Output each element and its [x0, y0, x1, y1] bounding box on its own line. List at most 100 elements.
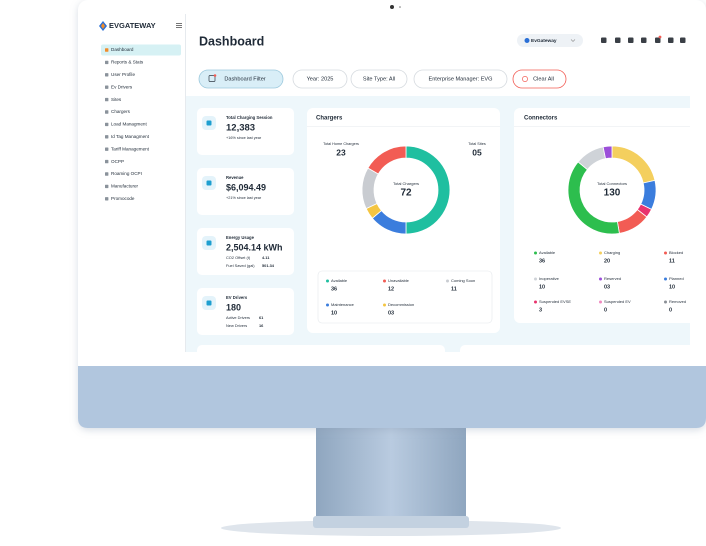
stat-icon [206, 300, 212, 306]
toolbar-icon[interactable] [615, 37, 621, 44]
legend-dot [446, 279, 449, 283]
lower-card [197, 345, 445, 352]
stat-label: Energy Usage [226, 235, 255, 240]
legend-dot [534, 300, 537, 304]
nav-icon [105, 122, 109, 127]
nav-icon [105, 172, 109, 176]
nav-item[interactable]: Promocode [111, 196, 135, 201]
filter-label[interactable]: Enterprise Manager: EVG [428, 76, 492, 82]
stat-label: Revenue [226, 175, 244, 180]
stat-card [197, 108, 294, 155]
legend-label: Available [539, 250, 556, 255]
stand-base [313, 516, 469, 528]
nav-item[interactable]: Sites [111, 97, 122, 102]
lower-card [460, 345, 690, 352]
donut-segment [602, 145, 613, 160]
account-icon [524, 38, 530, 43]
nav-item[interactable]: Dashboard [111, 47, 134, 52]
nav-item[interactable]: Load Managment [111, 122, 147, 127]
toolbar-icon[interactable] [668, 37, 674, 44]
legend-dot [664, 251, 667, 255]
menu-icon[interactable] [176, 23, 182, 24]
stand-neck [316, 426, 466, 518]
legend-dot [664, 277, 667, 281]
nav-item[interactable]: Tariff Management [111, 146, 150, 151]
legend-value: 20 [604, 258, 610, 264]
stat-icon [206, 240, 212, 246]
nav-item[interactable]: User Profile [111, 72, 135, 77]
chin [78, 366, 706, 428]
sites-label: Total Sites [468, 142, 486, 146]
legend-box [317, 270, 493, 324]
logo-text: EVGATEWAY [109, 21, 156, 30]
logo-icon [101, 23, 105, 29]
menu-icon[interactable] [176, 27, 182, 28]
filter-pill[interactable] [413, 69, 508, 89]
legend-label: Inoperative [539, 276, 560, 281]
filter-pill[interactable] [350, 69, 408, 89]
legend-label: Suspended EVSE [539, 299, 571, 304]
toolbar-icon[interactable] [628, 37, 634, 44]
stat-card [197, 228, 294, 275]
filter-label[interactable]: Dashboard Filter [224, 76, 265, 82]
legend-label: Suspended EV [604, 299, 631, 304]
stat-card [197, 288, 294, 335]
legend-label: Planned [669, 276, 684, 281]
filter-label[interactable]: Site Type: All [363, 76, 395, 82]
sidebar-border [185, 14, 186, 352]
legend-value: 0 [604, 307, 607, 313]
legend-label: Available [331, 278, 348, 283]
filter-icon [208, 75, 216, 82]
filter-pill[interactable] [198, 69, 284, 89]
nav-item[interactable]: OCPP [111, 159, 124, 164]
legend-dot [599, 300, 602, 304]
toolbar-icon[interactable] [641, 37, 647, 44]
filter-pill[interactable] [292, 69, 348, 89]
toolbar-icon[interactable] [655, 37, 661, 44]
filter-pill[interactable] [512, 69, 567, 89]
legend-value: 11 [669, 258, 675, 264]
toolbar-icon[interactable] [601, 37, 607, 44]
nav-icon [105, 110, 109, 114]
divider [307, 126, 500, 127]
connectors-card [514, 108, 690, 323]
nav-icon [105, 159, 109, 164]
stat-note: +21% since last year [226, 196, 262, 200]
legend-value: 10 [669, 284, 675, 290]
donut-center-value: 72 [400, 188, 412, 199]
donut-segment [367, 145, 407, 175]
toolbar-icon[interactable] [680, 37, 686, 44]
nav-item[interactable]: Reports & Stats [111, 60, 144, 65]
nav-item[interactable]: Manufacturer [111, 184, 139, 189]
filter-label[interactable]: Clear All [533, 76, 554, 82]
account-pill[interactable] [517, 34, 583, 47]
stat-label: Total Charging Session [226, 115, 273, 120]
nav-icon [105, 73, 109, 77]
camera [390, 5, 394, 9]
nav-item[interactable]: Chargers [111, 109, 131, 114]
nav-icon [105, 97, 109, 102]
nav-item[interactable]: Roaming OCPI [111, 171, 142, 176]
nav-icon [105, 60, 109, 65]
stat-value: $6,094.49 [226, 182, 266, 192]
legend-label: Maintenance [331, 302, 355, 307]
stat-detail-label: CO2 Offset (t) [226, 255, 251, 260]
legend-label: Decommission [388, 302, 414, 307]
stat-card [197, 168, 294, 215]
nav-icon [105, 197, 109, 201]
nav-item[interactable]: Id Tag Managment [111, 134, 150, 139]
donut-center-value: 130 [604, 188, 621, 199]
stat-icon [206, 120, 212, 126]
stat-note: +16% since last year [226, 136, 262, 140]
menu-icon[interactable] [176, 25, 182, 26]
account-name[interactable]: EvGateway [531, 38, 557, 44]
legend-dot [599, 251, 602, 255]
legend-dot [534, 251, 537, 255]
nav-item[interactable]: Ev Drivers [111, 84, 133, 89]
donut-center-label: Total Connectors [597, 181, 627, 186]
nav-icon [105, 184, 109, 189]
active-item-bg [101, 44, 181, 56]
filter-label[interactable]: Year: 2025 [307, 76, 334, 82]
legend-value: 36 [331, 286, 337, 292]
stat-value: 12,383 [226, 123, 255, 134]
